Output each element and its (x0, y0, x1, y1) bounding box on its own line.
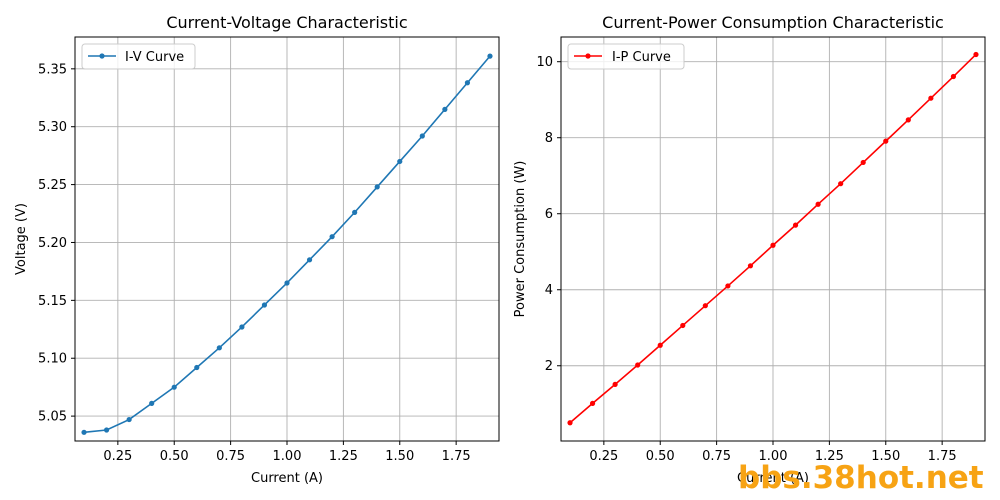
data-point (194, 364, 200, 371)
x-tick-label: 1.50 (385, 449, 414, 464)
data-point (149, 400, 155, 406)
chart-title: Current-Voltage Characteristic (166, 13, 407, 32)
y-tick-label: 5.25 (38, 178, 67, 193)
data-point (352, 209, 358, 215)
data-point (635, 362, 641, 368)
x-tick-label: 0.75 (702, 449, 731, 464)
watermark-text: bbs.38hot.net (738, 460, 984, 496)
data-point (725, 283, 731, 289)
legend: I-P Curve (567, 43, 685, 70)
data-point (612, 381, 618, 387)
data-point (838, 181, 844, 187)
data-point (329, 234, 335, 240)
legend-label: I-V Curve (125, 50, 184, 65)
legend-marker (585, 53, 591, 59)
data-point (126, 416, 132, 423)
data-point (171, 384, 177, 390)
axis-ticks: 0.25 0.50 0.75 1.00 1.25 1.50 1.75 2 4 6 8 10 (536, 55, 956, 464)
data-point (397, 158, 403, 165)
x-tick-label: 1.75 (928, 449, 957, 464)
x-tick-label: 0.50 (646, 449, 675, 464)
data-point (657, 342, 663, 348)
series-layer (567, 51, 979, 426)
y-tick-label: 6 (545, 207, 553, 222)
data-point (747, 263, 754, 269)
y-tick-label: 5.15 (38, 294, 67, 309)
data-point (284, 280, 290, 286)
x-tick-label: 1.25 (329, 449, 358, 464)
x-tick-label: 0.25 (589, 449, 618, 464)
data-point (374, 184, 380, 190)
series-layer (81, 53, 493, 435)
x-tick-label: 1.25 (815, 449, 844, 464)
chart-title: Current-Power Consumption Characteristic (602, 13, 944, 32)
data-point (950, 73, 957, 80)
data-point (770, 242, 776, 248)
x-tick-label: 0.75 (216, 449, 245, 464)
data-point (103, 427, 110, 433)
data-point (81, 429, 87, 435)
x-tick-label: 1.00 (759, 449, 788, 464)
y-tick-label: 5.20 (38, 236, 67, 251)
y-tick-label: 2 (545, 359, 553, 374)
x-axis-label: Current (A) (737, 471, 809, 486)
y-tick-label: 5.35 (38, 62, 67, 77)
y-axis-label: Voltage (V) (14, 203, 29, 275)
data-point (306, 257, 313, 263)
data-point (792, 222, 799, 228)
data-point (261, 302, 268, 308)
data-point (567, 420, 573, 426)
y-tick-label: 5.05 (38, 410, 67, 425)
data-point (464, 80, 471, 86)
x-tick-label: 0.25 (103, 449, 132, 464)
data-point (487, 53, 493, 59)
x-tick-label: 1.50 (871, 449, 900, 464)
grid (561, 37, 985, 441)
y-tick-label: 10 (536, 55, 553, 70)
x-tick-label: 0.50 (160, 449, 189, 464)
x-axis-label: Current (A) (251, 471, 323, 486)
data-point (973, 51, 979, 58)
x-tick-label: 1.75 (442, 449, 471, 464)
data-point (589, 400, 596, 406)
y-tick-label: 5.30 (38, 120, 67, 135)
data-point (216, 345, 222, 351)
data-point (239, 324, 245, 330)
data-point (702, 303, 708, 309)
y-axis-label: Power Consumption (W) (513, 161, 528, 318)
data-point (883, 138, 889, 144)
ip-chart: Current-Power Consumption Characteristic… (513, 13, 986, 486)
legend: I-V Curve (81, 43, 196, 70)
data-point (815, 201, 821, 207)
iv-chart: Current-Voltage Characteristic 0.25 0.50 0… (14, 13, 500, 486)
grid (75, 37, 499, 441)
legend-box (81, 43, 196, 70)
data-point (419, 133, 425, 139)
legend-label: I-P Curve (612, 50, 671, 65)
plot-frame (74, 36, 500, 442)
x-tick-label: 1.00 (273, 449, 302, 464)
y-tick-label: 4 (545, 283, 553, 298)
data-point (442, 106, 448, 112)
legend-box (567, 43, 685, 70)
axis-ticks: 0.25 0.50 0.75 1.00 1.25 1.50 1.75 5.05 5.10 5.15… (38, 62, 471, 464)
plot-frame (560, 36, 986, 442)
legend-marker (99, 53, 105, 59)
data-point (860, 159, 866, 166)
data-point (680, 322, 686, 329)
data-point (905, 117, 911, 123)
y-tick-label: 5.10 (38, 352, 67, 367)
y-tick-label: 8 (545, 131, 553, 146)
data-point (928, 95, 934, 101)
